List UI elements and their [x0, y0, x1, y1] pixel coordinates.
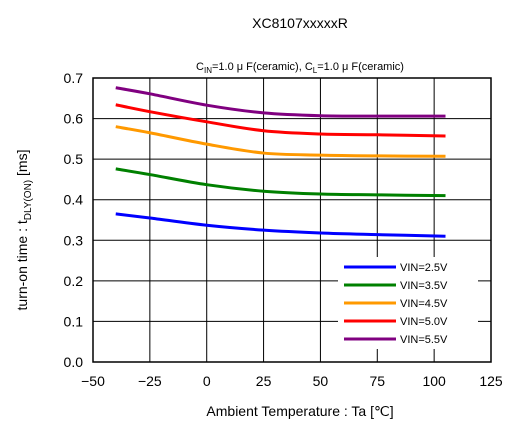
y-tick-labels: 0.0 0.1 0.2 0.3 0.4 0.5 0.6 0.7	[64, 70, 84, 370]
x-tick-label: −50	[81, 373, 105, 389]
plot-frame	[92, 77, 492, 363]
x-axis-label: Ambient Temperature : Ta [℃]	[206, 403, 393, 419]
x-tick-label: 75	[369, 373, 385, 389]
series-line-3	[115, 103, 446, 138]
y-tick-label: 0.1	[64, 313, 84, 329]
subtitle-cl-main: C	[305, 61, 313, 73]
series-line-2	[115, 125, 446, 158]
y-axis-label-sub: DLY(ON)	[23, 180, 34, 220]
x-tick-label: 25	[256, 373, 272, 389]
legend-label-3: VIN=5.0V	[400, 316, 448, 328]
x-tick-label: 100	[422, 373, 446, 389]
subtitle-cin-main: C	[196, 61, 204, 73]
x-tick-label: 125	[479, 373, 503, 389]
series-lines	[115, 86, 446, 238]
legend-label-4: VIN=5.5V	[400, 334, 448, 346]
y-axis-label-rest: [ms]	[14, 150, 30, 180]
y-tick-label: 0.7	[64, 70, 84, 86]
y-axis-label-main: turn-on time : t	[14, 220, 30, 310]
x-tick-label: −25	[138, 373, 162, 389]
y-tick-label: 0.0	[64, 354, 84, 370]
y-tick-label: 0.6	[64, 111, 84, 127]
series-line-0	[115, 212, 446, 238]
y-tick-label: 0.5	[64, 151, 84, 167]
x-tick-label: 0	[203, 373, 211, 389]
y-tick-label: 0.3	[64, 232, 84, 248]
series-line-4	[115, 86, 446, 118]
legend-label-0: VIN=2.5V	[400, 262, 448, 274]
x-tick-label: 50	[313, 373, 329, 389]
chart-subtitle: CIN=1.0 μ F(ceramic), CL=1.0 μ F(ceramic…	[196, 61, 404, 75]
legend-label-2: VIN=4.5V	[400, 298, 448, 310]
y-axis-label: turn-on time : tDLY(ON) [ms]	[14, 150, 34, 311]
legend: VIN=2.5V VIN=3.5V VIN=4.5V VIN=5.0V VIN=5.5V	[338, 257, 478, 349]
series-line-1	[115, 167, 446, 198]
y-tick-label: 0.4	[64, 192, 84, 208]
subtitle-cl-rest: =1.0 μ F(ceramic)	[317, 61, 404, 73]
subtitle-cl-sub: L	[313, 66, 318, 75]
subtitle-cin-rest: =1.0 μ F(ceramic),	[212, 61, 305, 73]
legend-label-1: VIN=3.5V	[400, 280, 448, 292]
x-tick-labels: −50 −25 0 25 50 75 100 125	[81, 373, 503, 389]
chart-title: XC8107xxxxxR	[252, 15, 348, 31]
subtitle-cin-sub: IN	[204, 66, 212, 75]
y-tick-label: 0.2	[64, 273, 84, 289]
